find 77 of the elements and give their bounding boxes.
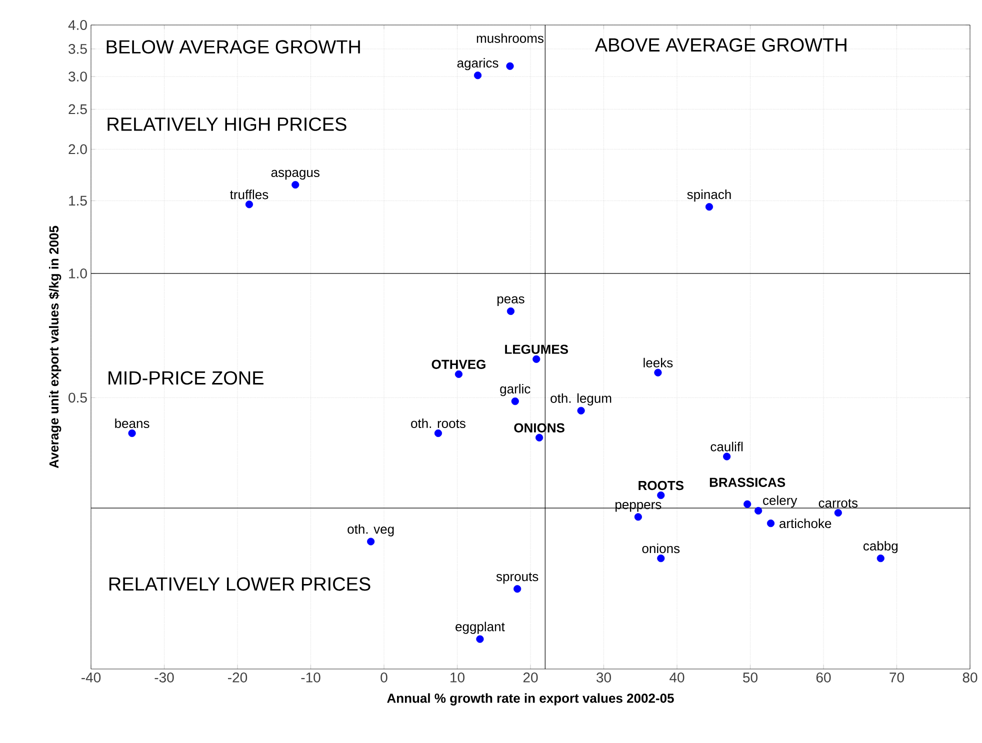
y-tick-label: 0.5 bbox=[68, 392, 87, 403]
annotation: aspagus bbox=[271, 170, 320, 180]
x-axis-title: Annual % growth rate in export values 2002-05 bbox=[387, 693, 674, 706]
point bbox=[367, 538, 375, 546]
annotation: RELATIVELY HIGH PRICES bbox=[108, 117, 346, 131]
x-tick-label: 80 bbox=[962, 672, 978, 682]
y-axis-title: Average unit export values $/kg in 2005 bbox=[48, 226, 62, 468]
y-tick-label: 3.5 bbox=[68, 44, 87, 54]
annotation: peas bbox=[497, 296, 524, 306]
point bbox=[245, 200, 254, 208]
point bbox=[654, 368, 662, 376]
y-tick-label: 4.0 bbox=[68, 20, 87, 30]
y-tick-label: 3.0 bbox=[68, 72, 87, 82]
annotation: BRASSICAS bbox=[710, 478, 786, 487]
annotation: beans bbox=[115, 418, 150, 428]
annotation: cabbg bbox=[863, 541, 898, 554]
point bbox=[723, 452, 731, 460]
x-tick-label: -20 bbox=[228, 672, 248, 682]
point bbox=[506, 62, 514, 70]
annotation: OTHVEG bbox=[432, 360, 486, 369]
y-tick-label: 1.0 bbox=[69, 268, 87, 278]
x-tick-label: 50 bbox=[743, 672, 758, 682]
point bbox=[634, 513, 642, 521]
x-tick-label: 10 bbox=[450, 672, 464, 682]
point bbox=[476, 635, 484, 643]
x-tick-label: 20 bbox=[523, 672, 538, 682]
annotation: spinach bbox=[687, 190, 731, 202]
point bbox=[514, 585, 522, 593]
point bbox=[657, 554, 665, 562]
x-tick-label: 40 bbox=[670, 672, 684, 682]
annotation: garlic bbox=[500, 384, 530, 396]
point bbox=[532, 355, 540, 363]
point bbox=[292, 180, 300, 189]
point bbox=[128, 429, 136, 438]
y-tick-label: 2.0 bbox=[68, 144, 87, 154]
annotation: agarics bbox=[457, 58, 498, 70]
point bbox=[511, 397, 519, 406]
x-tick-label: -40 bbox=[82, 672, 101, 682]
point bbox=[454, 370, 463, 378]
annotation: mushrooms bbox=[476, 33, 544, 43]
point bbox=[506, 307, 515, 315]
annotation: sprouts bbox=[496, 572, 538, 584]
annotation: ABOVE AVERAGE GROWTH bbox=[594, 38, 846, 52]
annotation: celery bbox=[763, 495, 798, 508]
annotation: carrots bbox=[818, 499, 858, 508]
annotation: RELATIVELY LOWER PRICES bbox=[109, 577, 370, 591]
point bbox=[754, 506, 762, 515]
x-tick-label: 0 bbox=[380, 672, 388, 682]
annotation: oth. legum bbox=[550, 393, 612, 406]
x-tick-label: -10 bbox=[301, 672, 320, 682]
x-tick-label: 30 bbox=[596, 672, 611, 682]
x-tick-label: -30 bbox=[154, 672, 174, 682]
annotation: artichoke bbox=[780, 518, 832, 528]
point bbox=[474, 72, 482, 80]
point bbox=[834, 508, 842, 517]
x-tick-label: 60 bbox=[816, 672, 831, 682]
point bbox=[535, 434, 544, 442]
annotation: leeks bbox=[644, 358, 673, 368]
annotation: eggplant bbox=[456, 622, 505, 634]
annotation: BELOW AVERAGE GROWTH bbox=[106, 40, 360, 54]
annotation: truffles bbox=[230, 190, 268, 200]
point bbox=[705, 203, 714, 211]
annotation: oth. veg bbox=[348, 524, 394, 536]
annotation: MID-PRICE ZONE bbox=[108, 371, 264, 385]
point bbox=[876, 554, 884, 562]
y-tick-label: 1.5 bbox=[69, 196, 87, 206]
point bbox=[766, 520, 775, 528]
point bbox=[434, 429, 442, 438]
annotation: ROOTS bbox=[638, 480, 684, 490]
annotation: oth. roots bbox=[411, 418, 466, 428]
annotation: caulifl bbox=[710, 442, 743, 452]
annotation: onions bbox=[642, 544, 680, 554]
point bbox=[577, 406, 585, 414]
x-tick-label: 70 bbox=[890, 672, 904, 682]
point bbox=[657, 491, 665, 500]
point bbox=[744, 500, 752, 508]
y-tick-label: 2.5 bbox=[68, 104, 87, 114]
